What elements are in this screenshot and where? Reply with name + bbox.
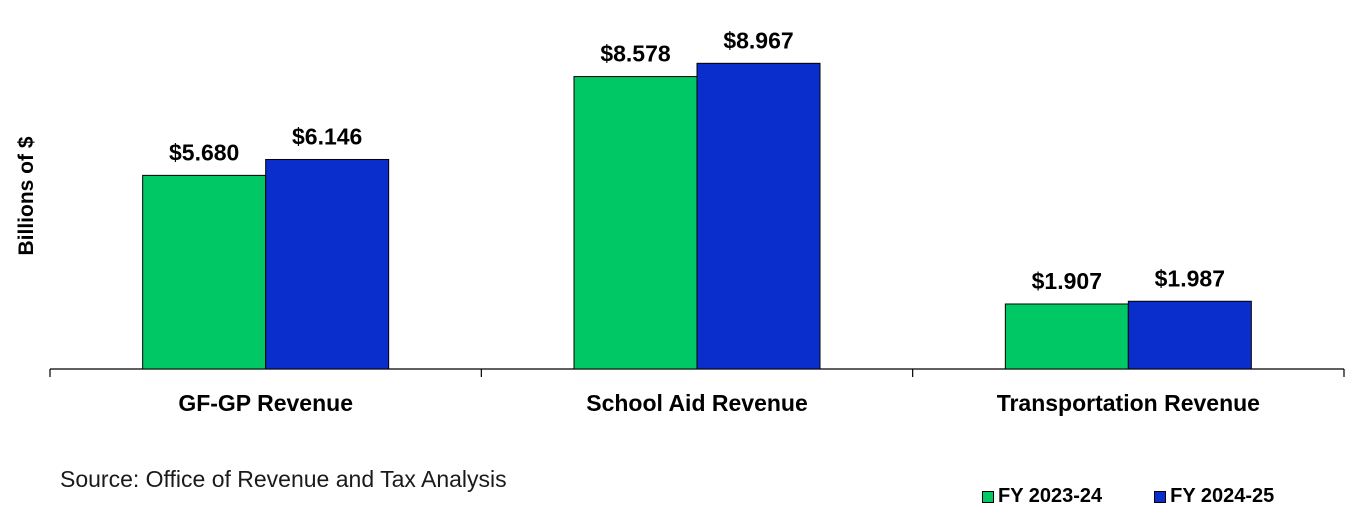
data-label-transportation-revenue-fy-2024-25: $1.987 (1155, 265, 1225, 291)
data-label-gf-gp-revenue-fy-2023-24: $5.680 (169, 139, 239, 165)
x-tick-label-transportation-revenue: Transportation Revenue (997, 390, 1260, 416)
bar-chart: $5.680 $6.146 $8.578 $8.967 $1.907 $1.987 GF-… (15, 27, 1345, 416)
chart-legend: FY 2023-24 FY 2024-25 (982, 485, 1274, 508)
bar-school-aid-revenue-fy-2023-24 (573, 76, 698, 370)
legend-label-fy-2023-24: FY 2023-24 (998, 485, 1103, 507)
chart-value-labels: $5.680 $6.146 $8.578 $8.967 $1.907 $1.987 (169, 27, 1225, 294)
legend-swatch-fy-2024-25 (1154, 490, 1167, 503)
legend-swatch-fy-2023-24 (982, 490, 994, 503)
data-label-transportation-revenue-fy-2023-24: $1.907 (1032, 268, 1102, 294)
chart-axes (49, 368, 1345, 377)
x-tick-label-school-aid-revenue: School Aid Revenue (586, 390, 808, 416)
data-label-school-aid-revenue-fy-2024-25: $8.967 (723, 27, 793, 53)
bar-school-aid-revenue-fy-2024-25 (696, 62, 821, 370)
bar-gf-gp-revenue-fy-2024-25 (265, 158, 390, 370)
chart-bars (142, 62, 1252, 370)
source-note: Source: Office of Revenue and Tax Analys… (60, 466, 507, 492)
data-label-school-aid-revenue-fy-2023-24: $8.578 (600, 41, 671, 67)
data-label-gf-gp-revenue-fy-2024-25: $6.146 (292, 123, 362, 149)
x-tick-label-gf-gp-revenue: GF-GP Revenue (178, 390, 353, 416)
y-axis-label: Billions of $ (15, 136, 38, 255)
bar-transportation-revenue-fy-2023-24 (1004, 303, 1129, 370)
legend-label-fy-2024-25: FY 2024-25 (1170, 485, 1275, 507)
bar-transportation-revenue-fy-2024-25 (1127, 300, 1252, 370)
bar-gf-gp-revenue-fy-2023-24 (142, 174, 267, 370)
legend-item-fy-2023-24: FY 2023-24 (982, 485, 1102, 508)
legend-item-fy-2024-25: FY 2024-25 (1154, 485, 1274, 508)
chart-category-labels: GF-GP Revenue School Aid Revenue Transport… (178, 390, 1260, 416)
